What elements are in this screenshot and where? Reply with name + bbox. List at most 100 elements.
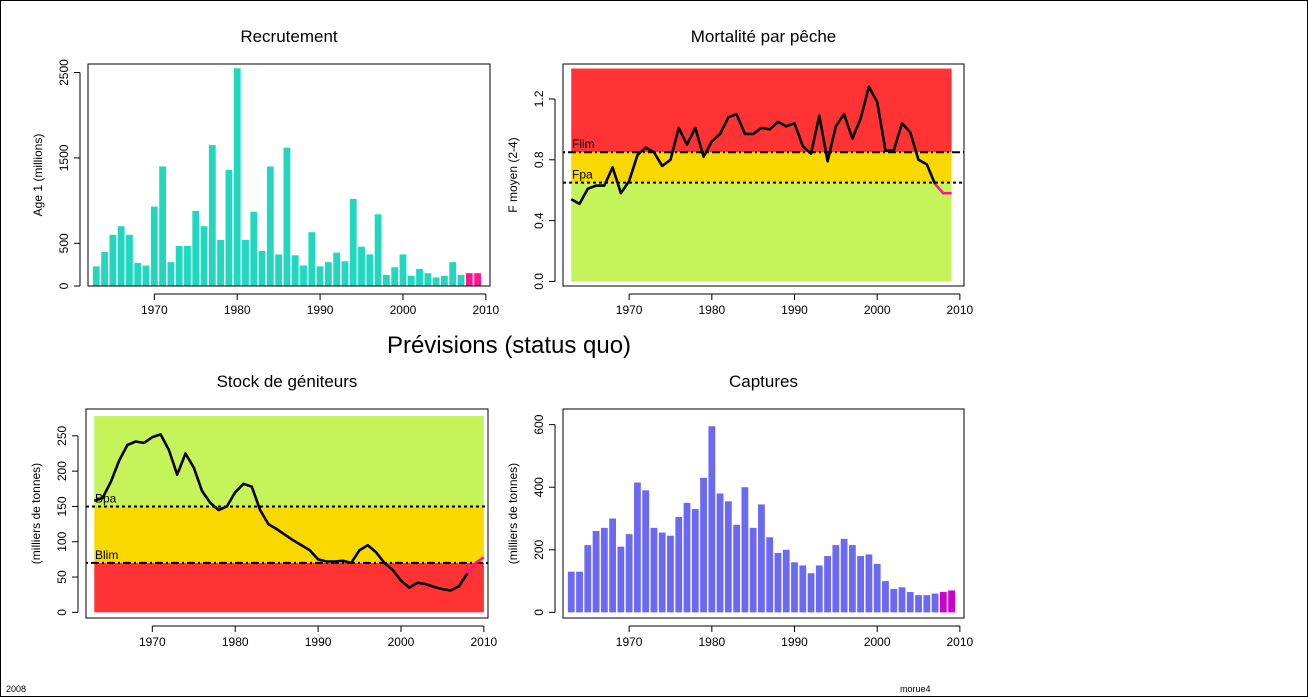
catches-bar-1986: [758, 504, 765, 613]
recruitment-bar-1972: [167, 262, 175, 286]
catches-bar-1996: [840, 538, 848, 613]
catches-x-tick-label-1980: 1980: [698, 635, 725, 649]
recruitment-bar-2005: [441, 275, 448, 286]
catches-x-tick-label-1970: 1970: [616, 635, 643, 649]
recruitment-bar-2003: [424, 273, 432, 286]
catches-bar-2003: [898, 587, 906, 613]
catches-bar-1999: [865, 554, 873, 613]
catches-bar-1964: [576, 571, 583, 613]
catches-y-tick-label-3: 600: [532, 414, 546, 434]
fishing-mortality-refline-label-fpa: Fpa: [572, 168, 593, 182]
recruitment-bar-2001: [407, 275, 415, 286]
catches-bar-1972: [642, 490, 650, 613]
recruitment-bar-1992: [333, 252, 341, 286]
catches-bar-1976: [675, 516, 683, 613]
recruitment-bar-1988: [300, 265, 307, 286]
recruitment-bar-1964: [101, 251, 108, 286]
catches-bar-1978: [691, 509, 699, 613]
recruitment-bar-2008: [465, 273, 473, 286]
spawning-stock-refline-label-bpa: Bpa: [95, 491, 117, 505]
fishing-mortality-chart: Flim Fpa 1970 1980 1990 2000 2010 0.0 0.4 0.8 1.2 F…: [506, 27, 974, 317]
recruitment-bar-1979: [225, 169, 233, 286]
recruitment-bar-1975: [192, 210, 200, 286]
spawning-stock-line: [93, 433, 469, 592]
recruitment-bar-1971: [159, 166, 166, 286]
recruitment-y-tick-label-3: 2500: [57, 59, 71, 86]
spawning-stock-y-tick-label-4: 200: [55, 461, 69, 481]
recruitment-bar-1989: [308, 232, 316, 286]
recruitment-bar-2000: [399, 254, 407, 286]
catches-bar-2002: [890, 588, 898, 613]
recruitment-bar-1963: [92, 266, 100, 286]
recruitment-bar-2004: [432, 277, 440, 286]
spawning-stock-chart: Bpa Blim 1970 1980 1990 2000 2010 0 50 100 150 200 2…: [29, 372, 498, 649]
recruitment-bar-1968: [134, 262, 142, 286]
fishing-mortality-x-tick-label-1970: 1970: [616, 303, 643, 317]
fishing-mortality-refline-label-flim: Flim: [572, 137, 595, 151]
catches-bar-1967: [600, 527, 608, 613]
spawning-stock-zone-2: [94, 416, 484, 507]
catches-plot-box: [562, 408, 965, 619]
recruitment-y-tick-label-0: 0: [57, 282, 71, 289]
recruitment-bar-1969: [142, 265, 150, 286]
recruitment-y-tick-label-1: 500: [57, 233, 71, 253]
recruitment-bar-1977: [208, 145, 216, 286]
recruitment-x-tick-label-2010: 2010: [473, 303, 500, 317]
catches-bar-1984: [741, 487, 749, 613]
catches-bar-2005: [915, 595, 922, 613]
catches-bar-1975: [667, 535, 674, 613]
catches-bar-1985: [749, 527, 757, 613]
catches-bar-1968: [609, 518, 616, 613]
catches-y-tick-label-0: 0: [532, 609, 546, 616]
spawning-stock-refline-label-blim: Blim: [95, 548, 118, 562]
catches-bar-2006: [923, 595, 931, 613]
recruitment-bar-1982: [250, 211, 258, 286]
recruitment-bar-1970: [150, 206, 158, 286]
fishing-mortality-forecast-line: [934, 183, 952, 195]
fishing-mortality-y-tick-label-1: 0.4: [532, 212, 546, 229]
catches-bar-1963: [567, 571, 575, 613]
recruitment-x-tick-label-2000: 2000: [390, 303, 417, 317]
catches-bar-1970: [625, 534, 633, 613]
recruitment-bar-1993: [341, 261, 349, 286]
catches-y-tick-label-2: 400: [532, 477, 546, 497]
catches-bar-1995: [832, 545, 840, 613]
recruitment-chart: 1970 1980 1990 2000 2010 0 500 1500 2500 Age 1 (m…: [31, 27, 500, 317]
catches-y-tick-label-1: 200: [532, 539, 546, 559]
fishing-mortality-x-tick-label-1980: 1980: [698, 303, 725, 317]
main-title: Prévisions (status quo): [387, 332, 631, 359]
spawning-stock-y-tick-label-1: 50: [55, 570, 69, 584]
spawning-stock-forecast-line: [466, 556, 485, 575]
catches-bar-1997: [848, 545, 856, 613]
fishing-mortality-y-tick-label-3: 1.2: [532, 90, 546, 107]
footer-id: morue4: [900, 684, 931, 694]
catches-title: Captures: [729, 372, 798, 391]
recruitment-bar-1976: [200, 226, 208, 286]
catches-bar-1971: [634, 482, 641, 613]
catches-bar-1998: [857, 556, 865, 613]
catches-bar-1994: [824, 556, 831, 613]
catches-bar-1969: [617, 546, 625, 613]
spawning-stock-zone-0: [94, 562, 484, 613]
recruitment-bar-1983: [258, 250, 266, 286]
spawning-stock-x-tick-label-1970: 1970: [139, 635, 166, 649]
recruitment-bar-1981: [242, 239, 249, 286]
recruitment-x-tick-label-1990: 1990: [307, 303, 334, 317]
spawning-stock-y-tick-label-0: 0: [55, 609, 69, 616]
catches-bar-1981: [716, 493, 724, 613]
recruitment-bar-2007: [457, 274, 465, 286]
fishing-mortality-plot-box: [562, 63, 965, 287]
recruitment-bar-1965: [109, 234, 117, 286]
recruitment-bar-1986: [283, 147, 291, 286]
spawning-stock-y-tick-label-5: 250: [55, 425, 69, 445]
catches-bar-2004: [906, 592, 914, 613]
fishing-mortality-y-label: F moyen (2-4): [506, 137, 520, 212]
spawning-stock-y-tick-label-2: 100: [55, 531, 69, 551]
spawning-stock-x-tick-label-2000: 2000: [388, 635, 415, 649]
recruitment-bar-1990: [316, 266, 324, 286]
fishing-mortality-x-tick-label-2010: 2010: [947, 303, 974, 317]
catches-bar-1980: [708, 426, 716, 613]
catches-bar-1982: [724, 501, 732, 613]
catches-bar-1973: [650, 527, 658, 613]
catches-bar-1992: [807, 573, 815, 613]
